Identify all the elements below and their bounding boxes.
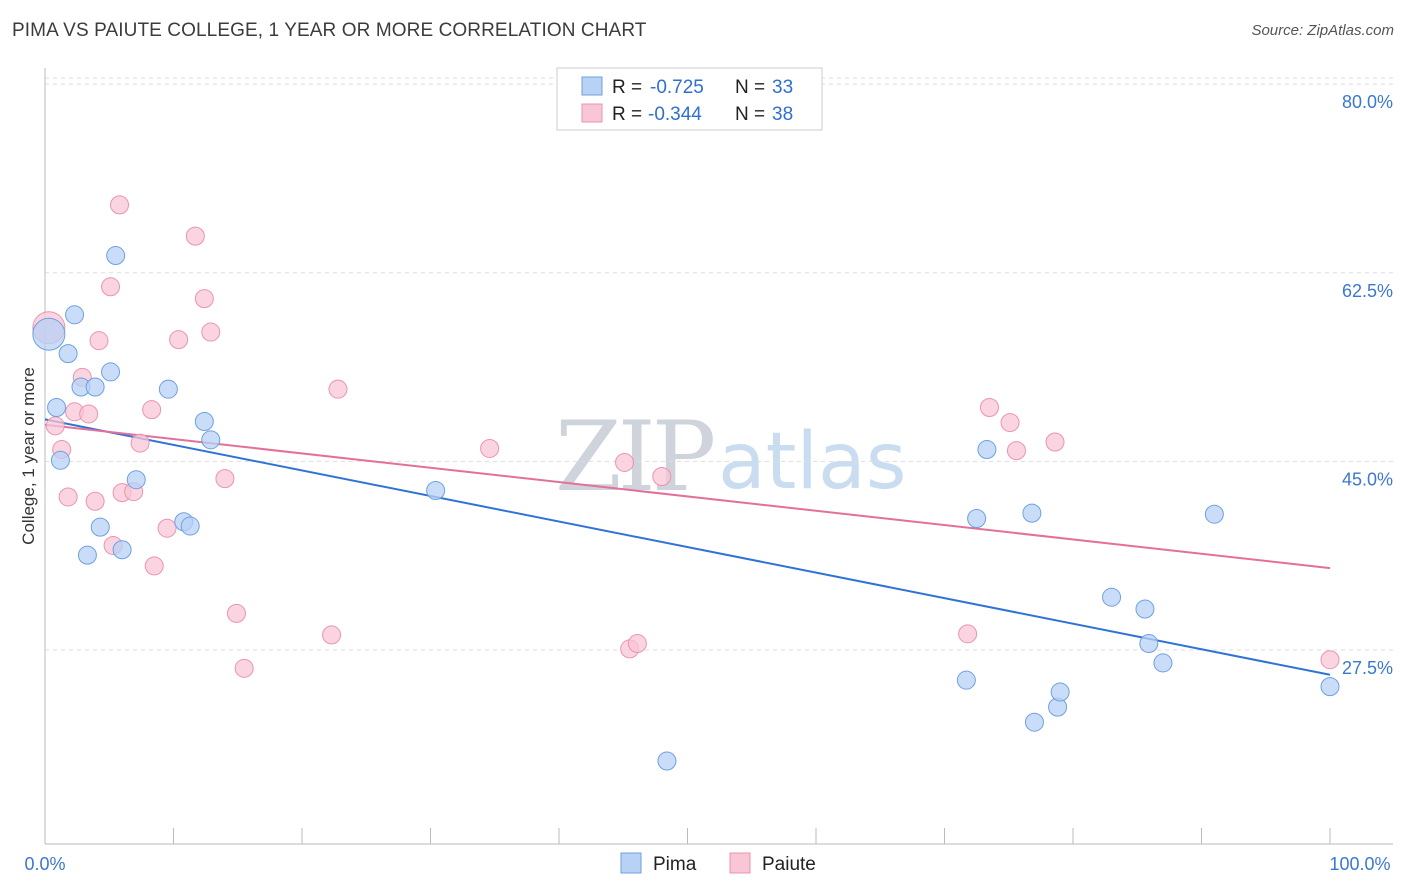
y-axis-label: College, 1 year or more: [19, 367, 38, 545]
point-paiute: [627, 634, 647, 654]
point-paiute: [480, 438, 500, 458]
point-paiute: [110, 195, 130, 215]
point-paiute: [1006, 441, 1026, 461]
bottom-legend-pima: Pima: [653, 854, 697, 875]
point-pima: [58, 344, 78, 364]
point-pima: [1050, 682, 1070, 702]
source-credit: Source: ZipAtlas.com: [1251, 22, 1394, 39]
correlation-legend: R = -0.725 N = 33 R = -0.344 N = 38: [556, 67, 823, 131]
point-paiute: [1000, 413, 1020, 433]
point-paiute: [157, 518, 177, 538]
point-pima: [112, 540, 132, 560]
point-paiute: [101, 277, 121, 297]
legend-paiute-r-label: R =: [612, 104, 642, 125]
point-paiute: [194, 289, 214, 309]
x-axis-ticks: [44, 828, 1331, 844]
point-pima: [65, 305, 85, 325]
point-pima: [180, 516, 200, 536]
point-pima: [1139, 634, 1159, 654]
legend-pima-r-label: R =: [612, 77, 642, 98]
point-pima: [50, 450, 70, 470]
chart-title: PIMA VS PAIUTE COLLEGE, 1 YEAR OR MORE C…: [12, 20, 647, 41]
point-paiute: [185, 226, 205, 246]
point-pima: [194, 412, 214, 432]
point-pima: [90, 517, 110, 537]
point-paiute: [234, 658, 254, 678]
point-pima: [657, 751, 677, 771]
point-pima: [126, 470, 146, 490]
point-pima: [1024, 712, 1044, 732]
point-pima: [1022, 503, 1042, 523]
point-paiute: [328, 379, 348, 399]
legend-swatch-pima: [581, 76, 603, 96]
point-paiute: [85, 491, 105, 511]
point-pima: [1135, 599, 1155, 619]
point-paiute: [169, 330, 189, 350]
point-paiute: [958, 624, 978, 644]
point-paiute: [89, 331, 109, 351]
point-paiute: [45, 416, 65, 436]
y-tick-label: 45.0%: [1342, 469, 1393, 489]
point-paiute: [201, 322, 221, 342]
point-paiute: [215, 469, 235, 489]
x-tick-label-min: 0.0%: [24, 854, 65, 874]
watermark-atlas: atlas: [718, 417, 907, 507]
y-tick-label: 62.5%: [1342, 281, 1393, 301]
point-pima: [967, 509, 987, 529]
data-points: [32, 195, 1340, 771]
legend-pima-r-value: -0.725: [650, 77, 704, 98]
point-pima: [32, 317, 66, 351]
watermark-zip: ZIP: [555, 401, 714, 513]
point-paiute: [652, 466, 672, 486]
bottom-legend-swatch-pima: [620, 852, 642, 874]
y-tick-labels: 27.5% 45.0% 62.5% 80.0%: [1342, 92, 1393, 678]
point-pima: [47, 398, 67, 417]
point-pima: [101, 362, 121, 382]
point-pima: [1204, 504, 1224, 524]
point-pima: [158, 379, 178, 399]
point-paiute: [615, 452, 635, 472]
point-pima: [977, 440, 997, 460]
point-pima: [426, 480, 446, 500]
point-pima: [956, 670, 976, 690]
point-paiute: [58, 487, 78, 507]
y-tick-label: 27.5%: [1342, 658, 1393, 678]
trend-lines: [44, 418, 1331, 676]
point-pima: [106, 246, 126, 266]
legend-paiute-r-value: -0.344: [648, 104, 702, 125]
legend-swatch-paiute: [581, 103, 603, 123]
legend-paiute-n-label: N =: [735, 104, 765, 125]
gridlines: [45, 77, 1393, 651]
point-paiute: [142, 400, 162, 420]
legend-pima-n-label: N =: [735, 77, 765, 98]
point-pima: [201, 430, 221, 450]
point-paiute: [1045, 432, 1065, 452]
point-pima: [85, 377, 105, 397]
x-tick-label-max: 100.0%: [1329, 854, 1390, 874]
series-legend: Pima Paiute: [620, 852, 816, 875]
trend-line-pima: [44, 418, 1331, 676]
trend-line-paiute: [44, 423, 1331, 570]
point-pima: [1320, 677, 1340, 697]
y-tick-label: 80.0%: [1342, 92, 1393, 112]
legend-pima-n-value: 33: [772, 77, 793, 98]
legend-paiute-n-value: 38: [772, 104, 793, 125]
point-paiute: [322, 625, 342, 645]
bottom-legend-swatch-paiute: [729, 852, 751, 874]
point-paiute: [79, 404, 99, 424]
point-paiute: [130, 433, 150, 453]
bottom-legend-paiute: Paiute: [762, 854, 816, 875]
point-paiute: [979, 398, 999, 417]
point-pima: [1153, 653, 1173, 673]
point-paiute: [144, 556, 164, 576]
point-paiute: [226, 603, 246, 623]
point-pima: [77, 545, 97, 565]
point-paiute: [1320, 650, 1340, 670]
point-pima: [1102, 587, 1122, 607]
